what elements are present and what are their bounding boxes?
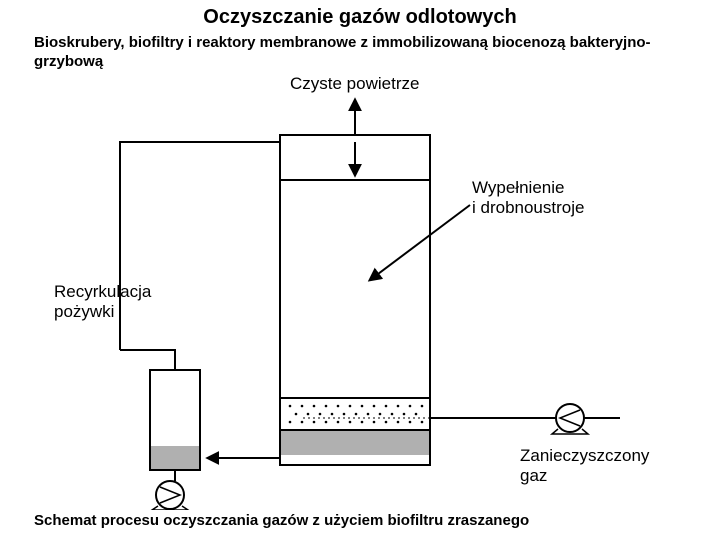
clean-air-label: Czyste powietrze (290, 74, 419, 94)
reactor-liquid (281, 430, 429, 455)
packing-label: Wypełnienie i drobnoustroje (472, 178, 584, 217)
subtitle: Bioskrubery, biofiltry i reaktory membra… (34, 34, 674, 72)
page-title: Oczyszczanie gazów odlotowych (0, 6, 720, 29)
caption: Schemat procesu oczyszczania gazów z uży… (34, 512, 694, 529)
polluted-gas-label: Zanieczyszczony gaz (520, 446, 649, 485)
diagram: Czyste powietrze Wypełnienie i drobnoust… (0, 70, 720, 510)
recirc-tank-liquid (151, 446, 199, 469)
recirc-label: Recyrkulacja pożywki (54, 282, 151, 321)
